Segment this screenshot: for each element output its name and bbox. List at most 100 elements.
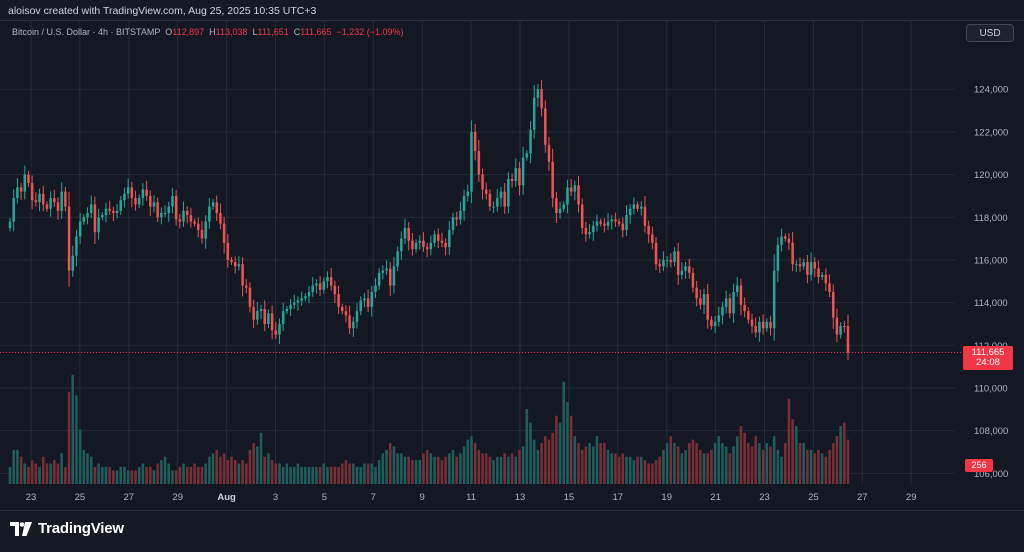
volume-bar: [86, 453, 89, 484]
candle-body: [462, 195, 466, 211]
volume-bar: [178, 466, 182, 484]
volume-bar: [34, 463, 38, 484]
candle-body: [758, 321, 761, 333]
y-tick-label: 124,000: [974, 85, 1008, 96]
volume-bar: [425, 449, 429, 484]
volume-bar: [839, 426, 842, 484]
symbol-legend[interactable]: Bitcoin / U.S. Dollar · 4h · BITSTAMP O1…: [12, 27, 404, 37]
volume-bar: [555, 415, 558, 484]
price-axis[interactable]: 106,000108,000110,000112,000114,000116,0…: [974, 85, 1008, 480]
volume-bar: [806, 449, 809, 484]
candle-body: [75, 236, 78, 256]
volume-bar: [540, 443, 543, 484]
volume-bar: [599, 443, 602, 484]
volume-bar: [145, 466, 148, 484]
volume-bar: [662, 449, 665, 484]
candle-body: [713, 321, 717, 327]
candle-body: [724, 298, 728, 307]
volume-bar: [189, 466, 193, 484]
candle-body: [130, 187, 134, 199]
volume-bar: [459, 453, 462, 484]
candle-body: [67, 206, 71, 271]
candle-body: [551, 161, 554, 199]
candle-body: [732, 291, 735, 314]
candle-body: [706, 294, 709, 320]
candle-body: [617, 221, 621, 224]
close-label: C: [293, 27, 301, 37]
candle-body: [599, 221, 602, 224]
footer: [0, 511, 1024, 552]
volume-bar: [208, 456, 211, 484]
candle-body: [56, 202, 60, 211]
time-axis[interactable]: 23 25 27 29 Aug 3 5 7 9 11 13 15 17 19 21 23 25 27 29: [26, 492, 917, 503]
volume-bar: [466, 439, 470, 484]
volume-bar: [732, 446, 735, 484]
volume-bar: [134, 470, 137, 484]
volume-bar: [149, 466, 152, 484]
candle-body: [152, 202, 156, 207]
currency-button[interactable]: USD: [966, 24, 1014, 42]
candle-body: [632, 204, 636, 209]
volume-bar: [322, 463, 326, 484]
candle-body: [174, 195, 178, 220]
volume-bar: [311, 466, 314, 484]
candle-body: [178, 219, 182, 222]
volume-bar: [126, 470, 130, 484]
tradingview-logo-icon: [10, 521, 32, 536]
candle-body: [112, 210, 115, 213]
x-tick-label: Aug: [217, 492, 236, 503]
tradingview-brand[interactable]: TradingView: [10, 520, 124, 537]
volume-bar: [444, 456, 447, 484]
volume-bar: [824, 456, 828, 484]
volume-bar: [717, 436, 721, 484]
candle-body: [34, 200, 38, 203]
candle-body: [592, 225, 595, 233]
candle-body: [721, 306, 724, 316]
volume-bar: [625, 456, 628, 484]
volume-bar: [237, 463, 241, 484]
volume-bar: [270, 460, 274, 484]
volume-bar: [621, 453, 625, 484]
candle-body: [115, 210, 119, 213]
volume-bar: [293, 466, 296, 484]
candle-body: [843, 326, 846, 328]
candle-body: [440, 240, 444, 243]
candle-body: [82, 217, 86, 222]
volume-bar: [359, 466, 362, 484]
candle-body: [518, 168, 521, 186]
volume-bar: [802, 443, 805, 484]
candle-body: [104, 208, 108, 216]
candle-body: [547, 144, 551, 162]
candle-body: [747, 311, 750, 320]
volume-bar: [507, 456, 510, 484]
candle-body: [555, 198, 558, 213]
candle-body: [536, 89, 540, 98]
candle-body: [813, 262, 817, 269]
volume-bar: [130, 470, 134, 484]
candle-body: [798, 264, 802, 267]
volume-bar: [603, 443, 606, 484]
candle-body: [806, 262, 809, 275]
candle-body: [359, 300, 362, 312]
volume-bar: [226, 460, 230, 484]
volume-bar: [843, 422, 846, 484]
volume-bar: [97, 463, 100, 484]
volume-bar: [89, 456, 93, 484]
candle-body: [285, 309, 289, 312]
volume-bar: [152, 470, 156, 484]
candle-body: [499, 191, 503, 199]
volume-bar: [643, 460, 647, 484]
volume-bar: [846, 439, 850, 484]
chart-frame[interactable]: [0, 20, 1024, 511]
candle-body: [676, 251, 680, 275]
x-tick-label: 13: [515, 492, 526, 503]
volume-bar: [628, 456, 632, 484]
candle-body: [577, 185, 580, 205]
candle-body: [658, 264, 661, 267]
candle-body: [496, 198, 499, 207]
volume-bar: [233, 460, 237, 484]
candle-body: [791, 242, 794, 265]
x-tick-label: 5: [322, 492, 327, 503]
volume-bar: [817, 449, 820, 484]
